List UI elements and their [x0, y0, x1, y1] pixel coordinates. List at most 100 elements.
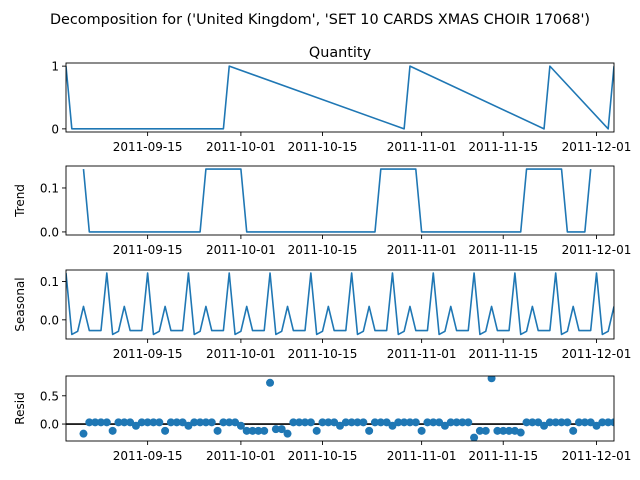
y-tick-label: 0	[51, 122, 59, 136]
resid-point	[569, 426, 578, 435]
resid-point	[85, 418, 94, 427]
resid-point	[318, 418, 327, 427]
x-tick-label: 2011-11-01	[387, 140, 457, 154]
resid-point	[388, 421, 397, 430]
resid-point	[516, 428, 525, 437]
resid-point	[155, 418, 164, 427]
figure-title: Decomposition for ('United Kingdom', 'SE…	[50, 12, 590, 28]
resid-point	[190, 418, 199, 427]
panel-title: Quantity	[309, 45, 372, 61]
resid-point	[557, 418, 566, 427]
resid-point	[394, 418, 403, 427]
resid-point	[575, 418, 584, 427]
y-axis-label: Seasonal	[13, 277, 27, 331]
resid-point	[563, 418, 572, 427]
resid-point	[225, 418, 234, 427]
resid-point	[417, 426, 426, 435]
x-tick-label: 2011-12-01	[562, 449, 632, 463]
resid-point	[551, 418, 560, 427]
resid-point	[411, 418, 420, 427]
resid-point	[440, 421, 449, 430]
resid-point	[236, 421, 245, 430]
x-tick-label: 2011-10-15	[288, 140, 358, 154]
plot-area	[66, 376, 624, 441]
y-axis-label: Trend	[13, 184, 27, 218]
x-tick-label: 2011-09-15	[113, 140, 183, 154]
resid-point	[586, 418, 595, 427]
resid-point	[324, 418, 333, 427]
y-axis-label: Resid	[13, 392, 27, 424]
resid-point	[446, 418, 455, 427]
resid-point	[347, 418, 356, 427]
resid-point	[580, 418, 589, 427]
x-tick-label: 2011-11-15	[468, 243, 538, 257]
resid-point	[540, 421, 549, 430]
resid-point	[481, 426, 490, 435]
resid-point	[405, 418, 414, 427]
resid-point	[201, 418, 210, 427]
resid-point	[254, 426, 263, 435]
resid-point	[96, 418, 105, 427]
resid-point	[91, 418, 100, 427]
resid-point	[143, 418, 152, 427]
resid-point	[423, 418, 432, 427]
y-tick-label: 0.5	[40, 389, 59, 403]
y-tick-label: 0.0	[40, 313, 59, 327]
x-tick-label: 2011-11-01	[387, 449, 457, 463]
x-tick-label: 2011-09-15	[113, 243, 183, 257]
resid-point	[166, 418, 175, 427]
resid-point	[289, 418, 298, 427]
plot-area	[82, 168, 592, 233]
resid-point	[207, 418, 216, 427]
panel-3: Seasonal 0.0 0.1 2011-09-15 2011-10-01 2011-1…	[13, 269, 631, 361]
x-tick-label: 2011-11-15	[468, 449, 538, 463]
resid-point	[604, 418, 613, 427]
x-tick-label: 2011-10-01	[206, 140, 276, 154]
panel-2: Trend 0.0 0.1 2011-09-15 2011-10-01 2011-10-1…	[13, 165, 632, 257]
resid-point	[248, 426, 257, 435]
plot-area	[66, 272, 614, 336]
resid-point	[616, 418, 624, 426]
resid-point	[505, 426, 514, 435]
x-tick-label: 2011-12-01	[562, 140, 632, 154]
x-tick-label: 2011-09-15	[113, 347, 183, 361]
y-tick-label: 1	[51, 60, 59, 74]
y-tick-label: 0.1	[40, 275, 59, 289]
series-line	[66, 272, 614, 336]
resid-point	[470, 433, 479, 441]
x-tick-label: 2011-11-01	[387, 347, 457, 361]
resid-point	[301, 418, 310, 427]
resid-point	[260, 426, 269, 435]
resid-point	[312, 426, 321, 435]
y-tick-label: 0.0	[40, 418, 59, 432]
series-line	[66, 65, 614, 130]
plot-area	[66, 65, 614, 130]
series-line	[82, 168, 592, 233]
resid-point	[429, 418, 438, 427]
x-tick-label: 2011-10-01	[206, 347, 276, 361]
resid-point	[231, 418, 240, 427]
resid-point	[376, 418, 385, 427]
resid-point	[184, 421, 193, 430]
resid-point	[283, 429, 292, 438]
x-tick-label: 2011-10-15	[288, 347, 358, 361]
resid-point	[114, 418, 123, 427]
resid-point	[370, 418, 379, 427]
resid-point	[242, 426, 251, 435]
resid-point	[365, 426, 374, 435]
resid-point	[534, 418, 543, 427]
resid-point	[126, 418, 135, 427]
resid-point	[493, 426, 502, 435]
panel-4: Resid 0.0 0.5 2011-09-15 2011-10-01 2011-10-1…	[13, 375, 632, 463]
resid-point	[161, 426, 170, 435]
resid-point	[435, 418, 444, 427]
resid-point	[545, 418, 554, 427]
resid-point	[528, 418, 537, 427]
x-tick-label: 2011-12-01	[562, 243, 632, 257]
x-tick-label: 2011-09-15	[113, 449, 183, 463]
axes-frame	[65, 269, 615, 340]
resid-point	[131, 421, 140, 430]
resid-point	[592, 421, 601, 430]
resid-point	[178, 418, 187, 427]
